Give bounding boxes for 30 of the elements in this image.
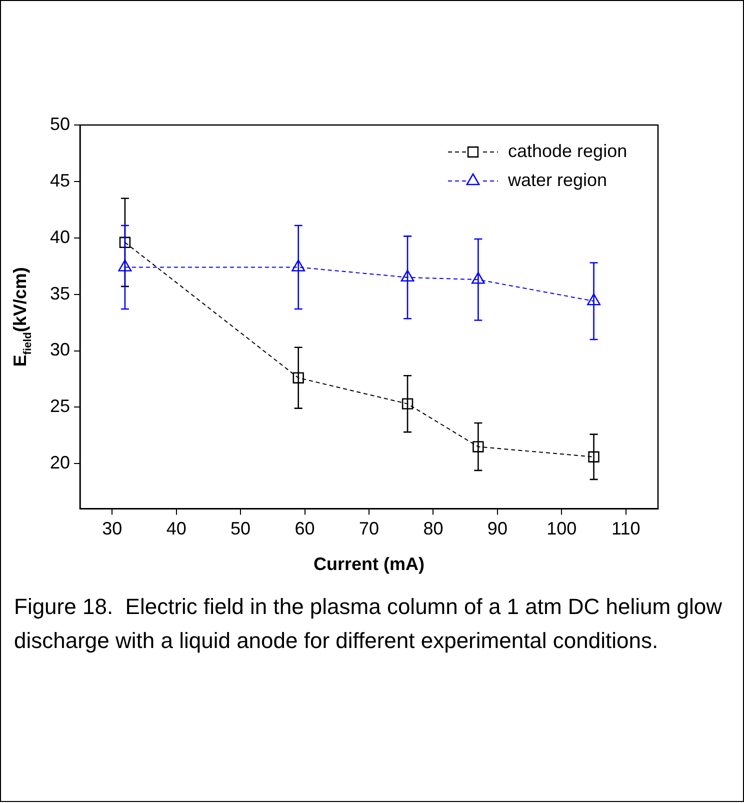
y-tick-label: 30 — [50, 340, 70, 360]
y-tick-label: 45 — [50, 170, 70, 190]
x-tick-label: 50 — [230, 518, 251, 539]
x-axis-title: Current (mA) — [314, 554, 425, 574]
legend-label: water region — [507, 170, 608, 190]
point — [400, 270, 414, 282]
x-tick-label: 110 — [612, 518, 640, 539]
x-tick-label: 100 — [546, 518, 577, 539]
x-tick-label: 40 — [166, 518, 186, 539]
x-tick-label: 80 — [423, 518, 444, 539]
x-tick-label: 90 — [487, 518, 508, 539]
y-axis-title: Efield(kV/cm) — [10, 267, 34, 367]
legend-label: cathode region — [508, 140, 628, 161]
x-tick-label: 70 — [358, 518, 380, 539]
y-tick-label: 35 — [50, 283, 70, 304]
y-tick-label: 40 — [50, 226, 70, 247]
y-tick-label: 20 — [50, 452, 70, 473]
point — [471, 272, 485, 284]
point — [472, 441, 484, 452]
point — [588, 451, 600, 462]
point — [587, 293, 600, 306]
point — [118, 260, 132, 272]
y-tick-label: 50 — [50, 114, 70, 134]
point — [292, 372, 304, 384]
x-tick-label: 30 — [102, 518, 122, 539]
y-tick-label: 25 — [50, 396, 70, 416]
point — [292, 260, 306, 272]
x-tick-label: 60 — [294, 518, 315, 539]
point — [402, 398, 414, 410]
caption: Figure 18. Electric field in the plasma column of a 1 atm DC helium glow discharge with a liquid anode for different experimental conditions. — [14, 593, 723, 655]
